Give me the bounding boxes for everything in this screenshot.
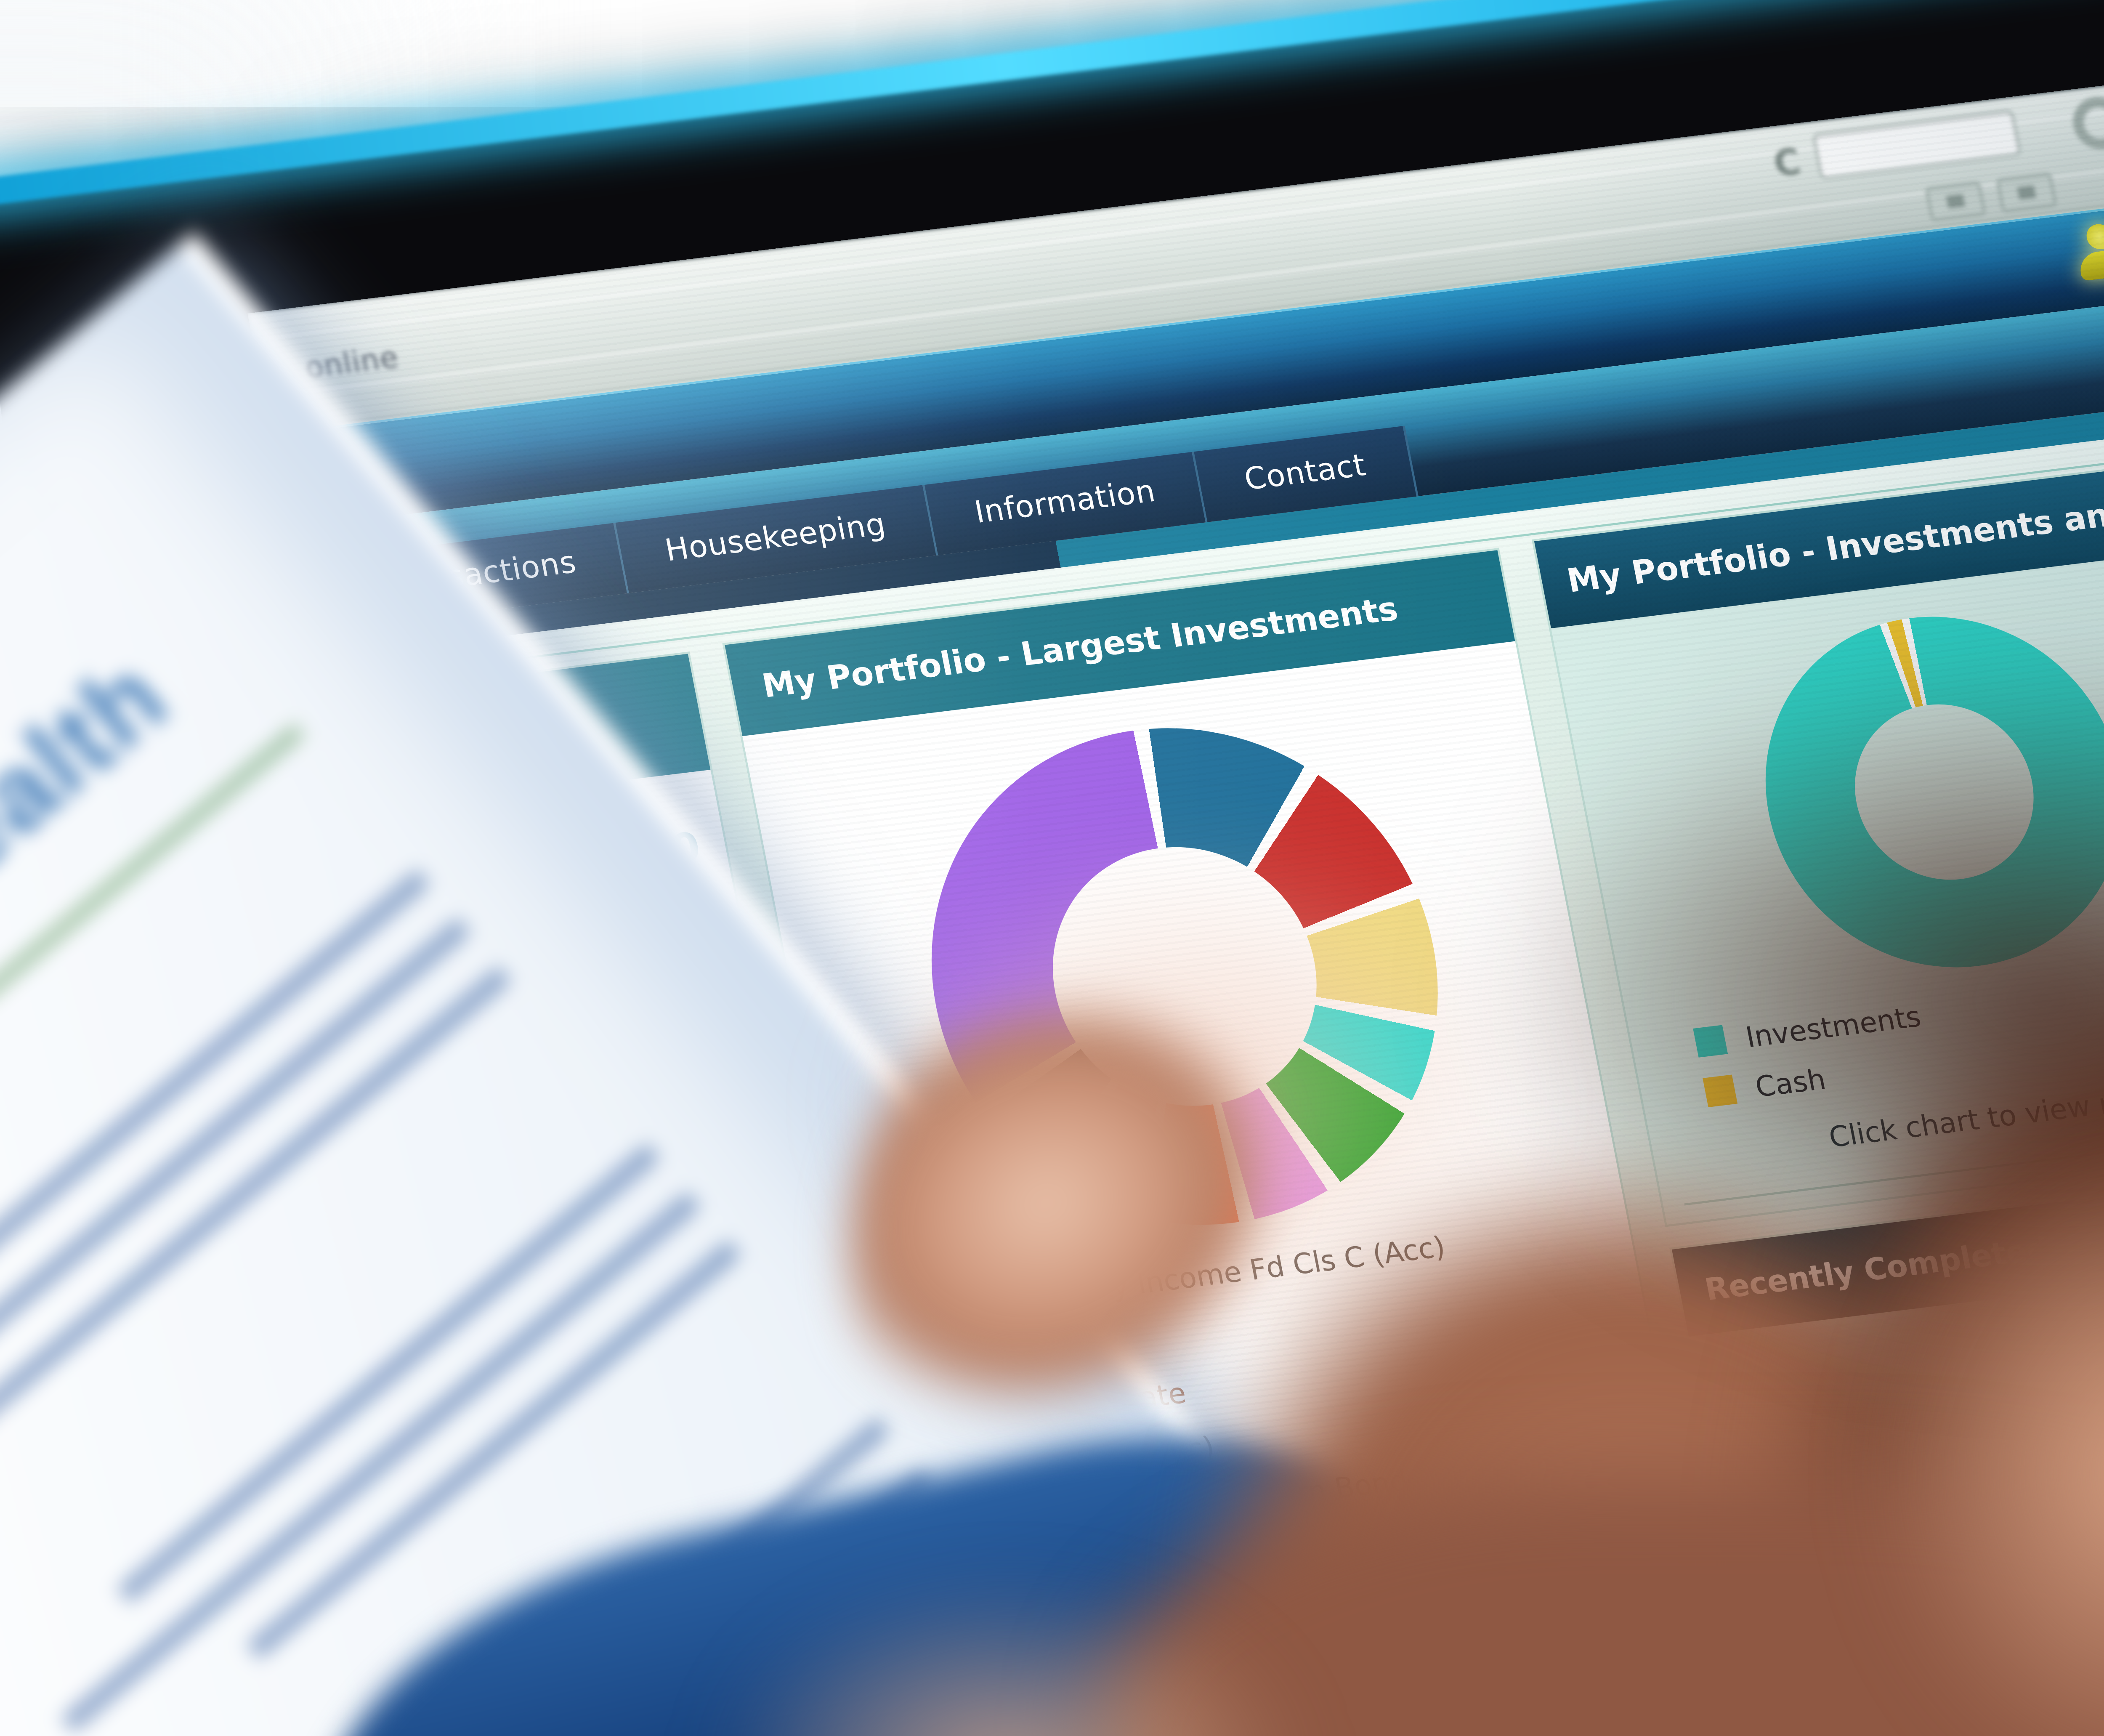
user-icon[interactable] <box>2070 221 2104 290</box>
legend-swatch-cash <box>1703 1075 1737 1107</box>
reload-icon[interactable]: C <box>1770 140 1804 185</box>
panel-recent-transactions: Recently Completed Transactions ? 63 1 0 <box>1669 1161 2104 1736</box>
paper-logo: ealth <box>0 632 191 900</box>
legend-swatch-investments <box>1693 1025 1728 1057</box>
chart-legend: Investments 97.95% Cash 2.05% <box>1691 947 2104 1118</box>
search-input[interactable] <box>1812 109 2021 180</box>
panel-investments-and-cash: My Portfolio - Investments and Cash Inve… <box>1532 452 2104 1227</box>
donut-hole <box>1840 694 2049 890</box>
toolbar-button[interactable] <box>1996 173 2057 213</box>
settings-icon[interactable] <box>2069 94 2104 152</box>
donut-hole <box>1030 832 1339 1121</box>
photo-scene: online C Transactions Housekeeping Infor… <box>0 0 2104 1736</box>
toolbar-button[interactable] <box>1925 181 1986 221</box>
paper-text-line <box>0 868 431 1452</box>
browser-tab[interactable]: online <box>284 316 544 397</box>
investments-cash-donut-chart[interactable] <box>1735 597 2104 988</box>
